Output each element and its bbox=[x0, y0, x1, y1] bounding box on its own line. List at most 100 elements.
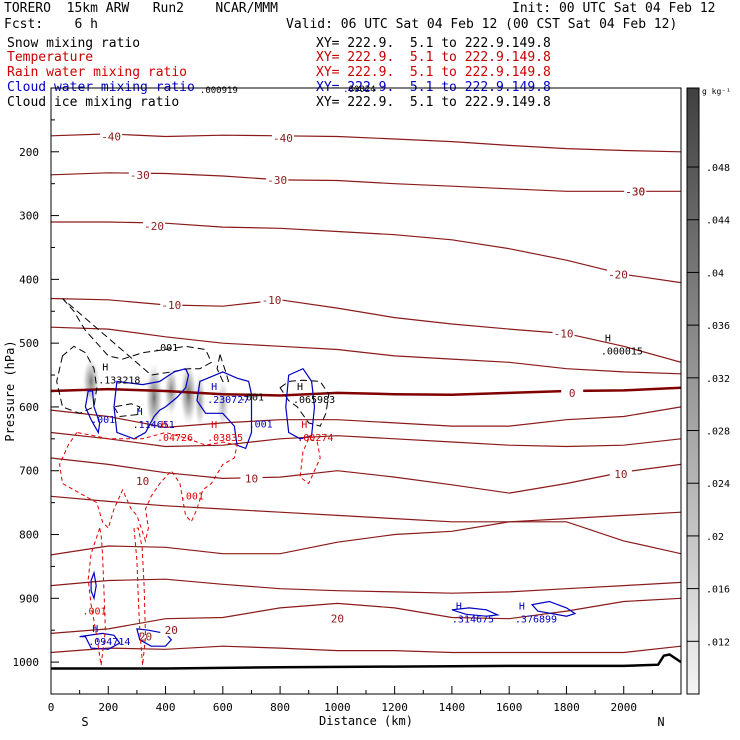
isotherm bbox=[51, 297, 681, 363]
isotherm bbox=[51, 645, 681, 654]
x-tick-label: 1600 bbox=[496, 701, 523, 714]
x-tick-label: 2000 bbox=[610, 701, 637, 714]
cloud-water-max: .114651 bbox=[133, 420, 175, 431]
snow-blob bbox=[82, 357, 100, 406]
isotherm-label: -30 bbox=[625, 185, 645, 198]
x-tick-label: 1000 bbox=[324, 701, 351, 714]
cloud-water-contour bbox=[113, 367, 190, 440]
rain-max-h: H bbox=[301, 420, 307, 431]
isotherm-label: -10 bbox=[554, 328, 574, 341]
isotherm-label-bg bbox=[260, 293, 283, 306]
isotherm-label-bg bbox=[100, 130, 123, 143]
y-tick-label: 300 bbox=[19, 210, 39, 223]
y-tick-label: 200 bbox=[19, 146, 39, 159]
cloud-water-label: .001 bbox=[91, 415, 115, 426]
model-title: TORERO 15km ARW Run2 NCAR/MMM bbox=[4, 1, 278, 16]
isotherm-label-bg bbox=[607, 268, 629, 281]
field-xy-snow: XY= 222.9. 5.1 to 222.9.149.8 bbox=[316, 36, 551, 51]
y-tick-label: 1000 bbox=[13, 656, 40, 669]
isotherm-label-bg bbox=[160, 298, 183, 311]
y-tick-label: 700 bbox=[19, 465, 39, 478]
colorbar-unit: g kg⁻¹ bbox=[702, 87, 731, 96]
cloud-water-max: .094714 bbox=[88, 637, 130, 648]
cloud-water-contour bbox=[90, 570, 97, 601]
rain-water-contour bbox=[133, 527, 147, 666]
cloud-water-contour bbox=[196, 371, 253, 450]
x-tick-label: 600 bbox=[213, 701, 233, 714]
y-tick-label: 400 bbox=[19, 273, 39, 286]
isotherm-label-bg bbox=[561, 386, 584, 399]
rain-label: .001 bbox=[83, 606, 107, 617]
isotherm-label-bg bbox=[609, 467, 632, 480]
x-tick-label: 400 bbox=[156, 701, 176, 714]
isotherm-label: -40 bbox=[273, 132, 293, 145]
rain-water-contours bbox=[59, 431, 321, 666]
isotherm-label: -30 bbox=[625, 185, 645, 198]
colorbar: g kg⁻¹ .012 .016 .02 .024 .028 .032 .036 .04 .044… bbox=[686, 87, 731, 695]
isotherm-label: 20 bbox=[165, 624, 178, 637]
field-xy-cloud-ice: XY= 222.9. 5.1 to 222.9.149.8 bbox=[316, 95, 551, 110]
isotherm bbox=[51, 597, 681, 634]
init-time: Init: 00 UTC Sat 04 Feb 12 bbox=[512, 1, 716, 16]
cloud-water-contour bbox=[285, 367, 316, 440]
cloud-water-max-h: H bbox=[211, 382, 217, 393]
ground-line bbox=[51, 653, 681, 670]
isotherm bbox=[51, 172, 681, 192]
isotherm-label: 20 bbox=[139, 631, 152, 644]
isotherm bbox=[51, 406, 681, 429]
snow-blob bbox=[179, 362, 198, 427]
field-name-rain: Rain water mixing ratio bbox=[7, 65, 188, 80]
cloud-ice-contour bbox=[113, 403, 141, 418]
cloud-water-max-h: H bbox=[456, 602, 462, 613]
isotherm-label: -20 bbox=[608, 268, 628, 281]
cloud-water-contour bbox=[79, 632, 121, 650]
isotherm-label: 10 bbox=[614, 468, 627, 481]
cloud-ice-contour bbox=[279, 379, 330, 427]
cloud-water-contour bbox=[136, 628, 173, 647]
isotherm-label: -10 bbox=[262, 294, 282, 307]
isotherm bbox=[51, 431, 681, 448]
isotherm bbox=[51, 326, 681, 375]
isotherm-label-bg bbox=[160, 624, 183, 637]
y-tick-label: 800 bbox=[19, 529, 39, 542]
cloud-ice-max-h: H bbox=[102, 362, 108, 373]
cloud-water-max-h: H bbox=[519, 602, 525, 613]
isotherm bbox=[51, 521, 681, 556]
cloud-water-max: .230727 bbox=[207, 395, 249, 406]
colorbar-tick-label: .02 bbox=[706, 532, 724, 543]
cloud-water-contour bbox=[451, 607, 500, 617]
isotherm-label: 20 bbox=[331, 613, 344, 626]
field-name-snow: Snow mixing ratio bbox=[7, 36, 141, 51]
cloud-water-max: .376899 bbox=[515, 615, 557, 626]
isotherm-label-bg bbox=[143, 219, 166, 232]
isotherm-label: 10 bbox=[136, 475, 149, 488]
cloud-water-contours bbox=[79, 367, 577, 650]
cloud-ice-label: .001 bbox=[240, 393, 264, 404]
colorbar-tick-label: .016 bbox=[706, 585, 730, 596]
colorbar-tick-label: .028 bbox=[706, 427, 730, 438]
cloud-water-max-h: H bbox=[137, 407, 143, 418]
ground-surface bbox=[51, 653, 681, 670]
x-tick-label: 800 bbox=[270, 701, 290, 714]
rain-max: .04726 bbox=[157, 433, 193, 444]
isotherm-label: 0 bbox=[569, 387, 576, 400]
plot-header: TORERO 15km ARW Run2 NCAR/MMM Init: 00 U… bbox=[0, 0, 740, 115]
rain-label: .001 bbox=[180, 491, 204, 502]
cloud-ice-max: .133218 bbox=[98, 375, 140, 386]
isotherm-label: -20 bbox=[144, 220, 164, 233]
isotherm-label-bg bbox=[326, 612, 349, 625]
contour-labels: -40 -40 -30 -30 -30 -20 -20 -10 -10 -10 0 10 10 10 20 2… bbox=[83, 85, 647, 648]
colorbar-tick-label: .044 bbox=[706, 216, 730, 227]
cloud-water-max: .314675 bbox=[452, 615, 494, 626]
colorbar-tick-label: .024 bbox=[706, 479, 730, 490]
isotherm bbox=[51, 386, 681, 397]
snow-blob bbox=[145, 362, 163, 433]
isotherm bbox=[51, 495, 681, 523]
cloud-ice-label: .001 bbox=[154, 343, 178, 354]
colorbar-tick-label: .048 bbox=[706, 163, 730, 174]
x-tick-label: 0 bbox=[48, 701, 55, 714]
overlap-label: .00024 bbox=[343, 85, 376, 95]
rain-water-contour bbox=[87, 526, 106, 666]
rain-max: .00274 bbox=[297, 433, 333, 444]
field-name-temperature: Temperature bbox=[7, 50, 94, 65]
